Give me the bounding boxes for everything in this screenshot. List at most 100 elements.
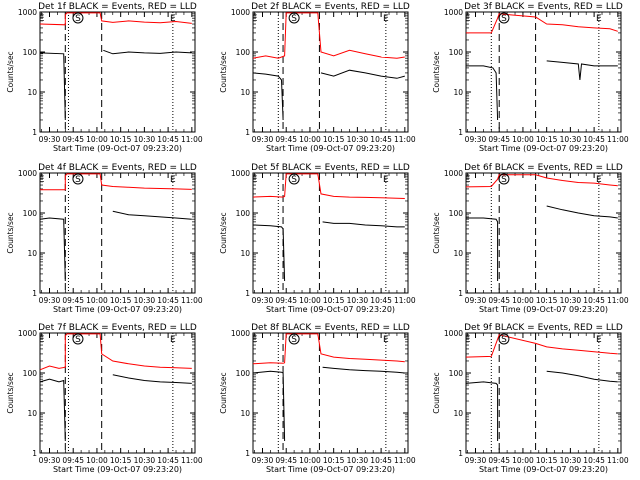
lld-series-line [466,13,618,34]
plot-frame [465,11,622,133]
marker-label: E [39,175,45,185]
y-tick-label: 10 [240,88,250,97]
marker-label: E [170,14,176,24]
x-tick-label: 09:30 [465,296,487,305]
x-tick-label: 11:00 [181,456,203,465]
marker-label: S [75,175,81,185]
marker-label: E [252,175,258,185]
x-axis-label: Start Time (09-Oct-07 09:23:20) [53,465,182,474]
x-tick-label: 09:45 [488,135,510,144]
x-axis-label: Start Time (09-Oct-07 09:23:20) [479,144,608,153]
y-axis-label: Counts/sec [432,51,441,92]
panel-title: Det 3f BLACK = Events, RED = LLD [464,2,623,12]
x-tick-label: 10:00 [86,456,108,465]
marker-circle [498,333,510,345]
x-tick-label: 10:00 [512,456,534,465]
x-tick-label: 10:15 [536,456,558,465]
x-tick-label: 10:00 [512,296,534,305]
plot-frame [252,11,409,133]
y-axis-label: Counts/sec [6,51,15,92]
x-tick-label: 10:15 [110,456,132,465]
lld-series-line [252,173,405,199]
x-tick-label: 10:30 [347,296,369,305]
y-tick-label: 100 [236,369,251,378]
y-tick-label: 1 [32,289,37,298]
x-axis-label: Start Time (09-Oct-07 09:23:20) [266,144,395,153]
events-series-line [252,221,405,282]
panel-6: Det 6f BLACK = Events, RED = LLD 1 10 100 10… [432,163,629,314]
lld-series-line [252,333,405,365]
x-tick-label: 10:15 [323,456,345,465]
y-tick-label: 1 [458,289,463,298]
panel-title: Det 2f BLACK = Events, RED = LLD [251,2,410,12]
x-tick-label: 10:45 [157,296,179,305]
x-tick-label: 11:00 [607,456,629,465]
x-axis-label: Start Time (09-Oct-07 09:23:20) [479,465,608,474]
y-axis-label: Counts/sec [432,372,441,413]
events-series-line [39,210,192,282]
panel-title: Det 5f BLACK = Events, RED = LLD [251,163,410,173]
x-tick-label: 10:30 [347,135,369,144]
marker-label: S [501,175,507,185]
x-tick-label: 09:45 [62,135,84,144]
y-tick-label: 100 [23,209,38,218]
panel-title: Det 7f BLACK = Events, RED = LLD [38,323,197,333]
y-tick-label: 1 [245,449,250,458]
plot-frame [39,332,196,454]
panel-5: Det 5f BLACK = Events, RED = LLD 1 10 100 10… [219,163,416,314]
x-tick-label: 09:30 [252,456,274,465]
x-tick-label: 09:45 [62,296,84,305]
marker-label: S [501,335,507,345]
panel-3: Det 3f BLACK = Events, RED = LLD 1 10 100 10… [432,2,629,153]
x-tick-label: 11:00 [394,135,416,144]
events-series-line [466,205,618,281]
y-tick-label: 1 [458,128,463,137]
panel-title: Det 4f BLACK = Events, RED = LLD [38,163,197,173]
marker-label: E [39,335,45,345]
y-tick-label: 1 [32,128,37,137]
panel-title: Det 6f BLACK = Events, RED = LLD [464,163,623,173]
y-tick-label: 1000 [231,329,250,338]
y-tick-label: 1000 [18,329,37,338]
plot-frame [252,332,409,454]
y-tick-label: 10 [453,249,463,258]
y-axis-label: Counts/sec [219,372,228,413]
plot-frame [465,332,622,454]
x-tick-label: 10:00 [299,296,321,305]
y-tick-label: 100 [449,369,464,378]
plot-frame [39,11,196,133]
x-tick-label: 09:45 [488,456,510,465]
lld-series-line [39,12,192,26]
panel-8: Det 8f BLACK = Events, RED = LLD 1 10 100 10… [219,323,416,474]
x-tick-label: 10:45 [583,135,605,144]
panel-9: Det 9f BLACK = Events, RED = LLD 1 10 100 10… [432,323,629,474]
plot-frame [465,172,622,294]
x-tick-label: 10:30 [134,296,156,305]
marker-label: E [596,335,602,345]
marker-label: S [501,14,507,24]
marker-circle [288,12,300,24]
marker-circle [288,333,300,345]
marker-label: E [465,14,471,24]
y-tick-label: 100 [449,209,464,218]
y-tick-label: 10 [240,249,250,258]
marker-circle [288,173,300,185]
marker-label: E [170,335,176,345]
x-tick-label: 09:30 [39,456,61,465]
marker-circle [498,173,510,185]
lld-series-line [252,12,405,59]
marker-label: E [252,335,258,345]
x-axis-label: Start Time (09-Oct-07 09:23:20) [53,305,182,314]
y-tick-label: 10 [453,409,463,418]
marker-label: E [383,14,389,24]
y-axis-label: Counts/sec [6,212,15,253]
y-tick-label: 1 [32,449,37,458]
marker-circle [72,173,84,185]
x-tick-label: 10:45 [157,135,179,144]
x-tick-label: 10:15 [110,135,132,144]
y-axis-label: Counts/sec [219,51,228,92]
y-tick-label: 1000 [231,8,250,17]
x-tick-label: 10:30 [134,456,156,465]
y-tick-label: 10 [27,88,37,97]
